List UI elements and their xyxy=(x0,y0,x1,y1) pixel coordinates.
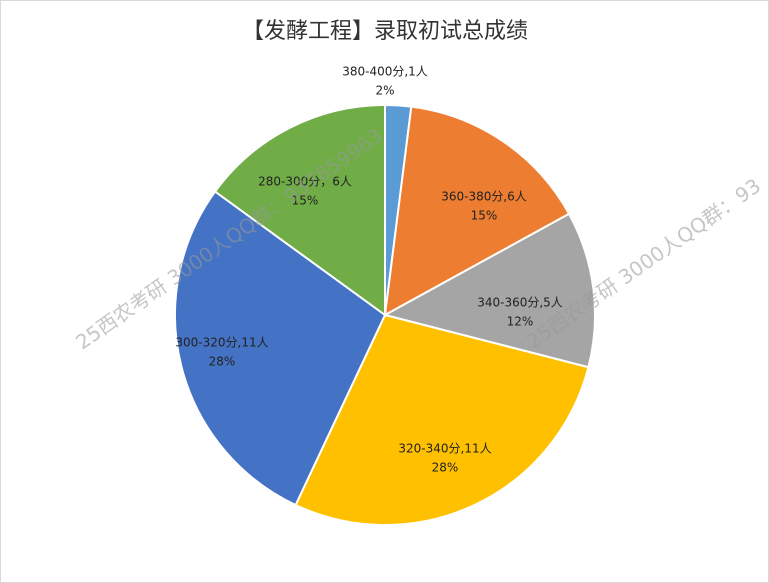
slice-percent: 28% xyxy=(209,355,236,369)
slice-label: 360-380分,6人 xyxy=(441,190,527,204)
slice-label: 300-320分,11人 xyxy=(175,336,268,350)
slice-label: 380-400分,1人 xyxy=(342,65,428,79)
slice-percent: 28% xyxy=(432,461,459,475)
chart-title: 【发酵工程】录取初试总成绩 xyxy=(242,19,528,44)
slice-label: 280-300分，6人 xyxy=(258,175,352,189)
slice-percent: 15% xyxy=(292,194,319,208)
pie-slice xyxy=(382,212,596,369)
slice-percent: 15% xyxy=(471,209,498,223)
pie-slice xyxy=(383,105,571,317)
pie-slice xyxy=(294,313,590,526)
pie-slice xyxy=(213,103,386,317)
slice-percent: 2% xyxy=(375,84,394,98)
pie-slice xyxy=(174,190,387,507)
slice-label: 320-340分,11人 xyxy=(398,442,491,456)
slice-label: 340-360分,5人 xyxy=(477,296,563,310)
slice-percent: 12% xyxy=(507,315,534,329)
